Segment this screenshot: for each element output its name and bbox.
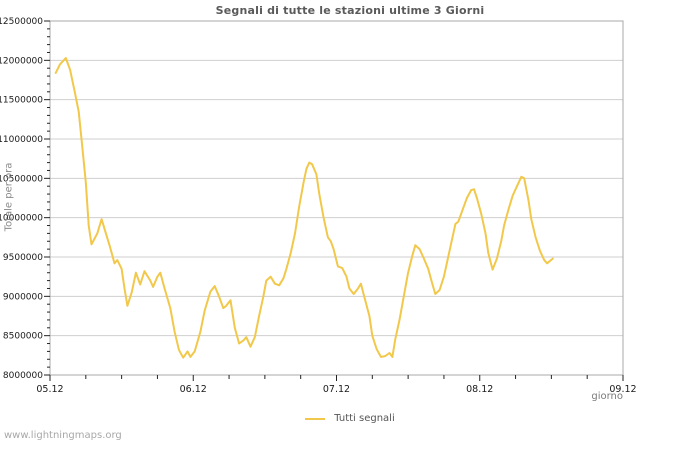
data-line [54, 57, 554, 359]
y-axis-title: Totale per ora [3, 162, 15, 232]
y-tick-label: 10000000 [0, 214, 43, 224]
legend-label: Tutti segnali [334, 413, 395, 424]
x-tick-label: 08.12 [466, 384, 493, 395]
y-tick-label: 9000000 [3, 292, 43, 302]
y-tick-label: 9500000 [3, 253, 43, 263]
y-tick-label: 12500000 [0, 17, 43, 27]
y-tick-label: 10500000 [0, 174, 43, 184]
plot-frame [49, 20, 624, 376]
x-tick-label: 09.12 [609, 384, 636, 395]
y-tick-label: 8500000 [3, 332, 43, 342]
x-tick-label: 07.12 [323, 384, 350, 395]
y-tick-label: 11500000 [0, 96, 43, 106]
y-tick-label: 8000000 [3, 371, 43, 381]
x-tick-label: 05.12 [36, 384, 63, 395]
chart-title: Segnali di tutte le stazioni ultime 3 Gi… [215, 4, 485, 17]
y-tick-label: 11000000 [0, 135, 43, 145]
x-tick-label: 06.12 [180, 384, 207, 395]
watermark: www.lightningmaps.org [4, 430, 122, 441]
y-tick-label: 12000000 [0, 56, 43, 66]
x-axis-title: giorno [591, 391, 623, 402]
legend-line-swatch [305, 417, 326, 420]
legend: Tutti segnali [0, 413, 700, 424]
